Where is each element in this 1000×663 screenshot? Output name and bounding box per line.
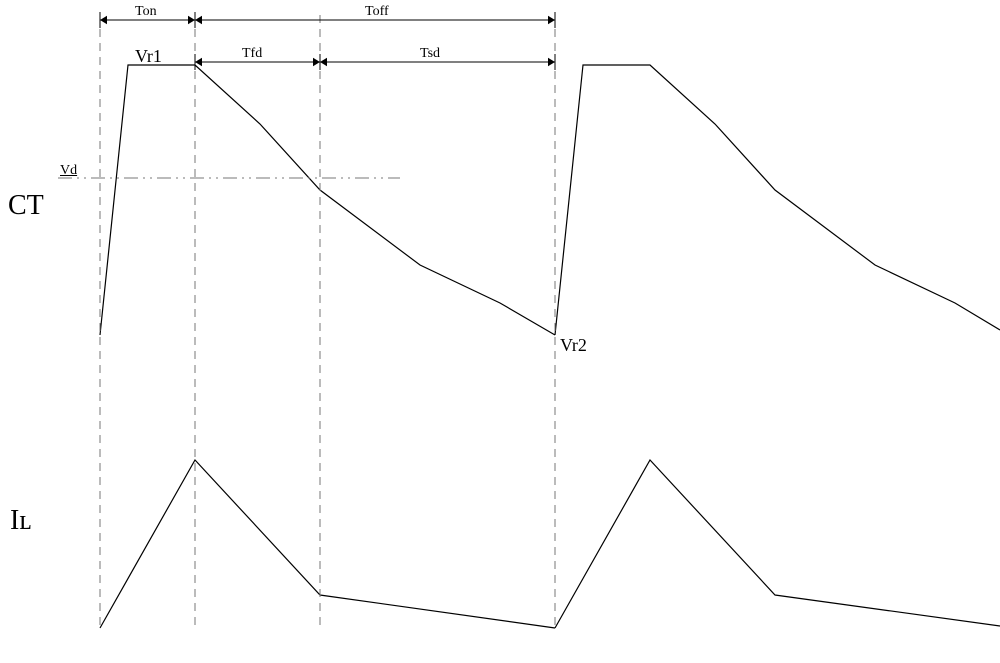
label-tsd: Tsd xyxy=(420,46,440,62)
label-ton: Ton xyxy=(135,4,157,20)
label-ct: CT xyxy=(8,190,44,222)
diagram-svg xyxy=(0,0,1000,663)
dim-tfd-arrow-l xyxy=(195,58,202,66)
dim-ton-arrow-l xyxy=(100,16,107,24)
ct-waveform-2 xyxy=(555,65,1000,335)
label-vr2: Vr2 xyxy=(560,335,587,356)
il-waveform-2 xyxy=(555,460,1000,628)
label-vd: Vd xyxy=(60,163,77,179)
dim-toff-arrow-l xyxy=(195,16,202,24)
label-il: Iʟ xyxy=(10,505,31,537)
ct-waveform-1 xyxy=(100,65,555,335)
label-vr1: Vr1 xyxy=(135,46,162,67)
dim-ton-arrow-r xyxy=(188,16,195,24)
il-waveform-1 xyxy=(100,460,555,628)
dim-tsd-arrow-r xyxy=(548,58,555,66)
label-toff: Toff xyxy=(365,4,389,20)
dim-tsd-arrow-l xyxy=(320,58,327,66)
diagram-canvas: CT Iʟ Vr1 Vr2 Vd Ton Toff Tfd Tsd xyxy=(0,0,1000,663)
dim-toff-arrow-r xyxy=(548,16,555,24)
dim-tfd-arrow-r xyxy=(313,58,320,66)
label-tfd: Tfd xyxy=(242,46,262,62)
